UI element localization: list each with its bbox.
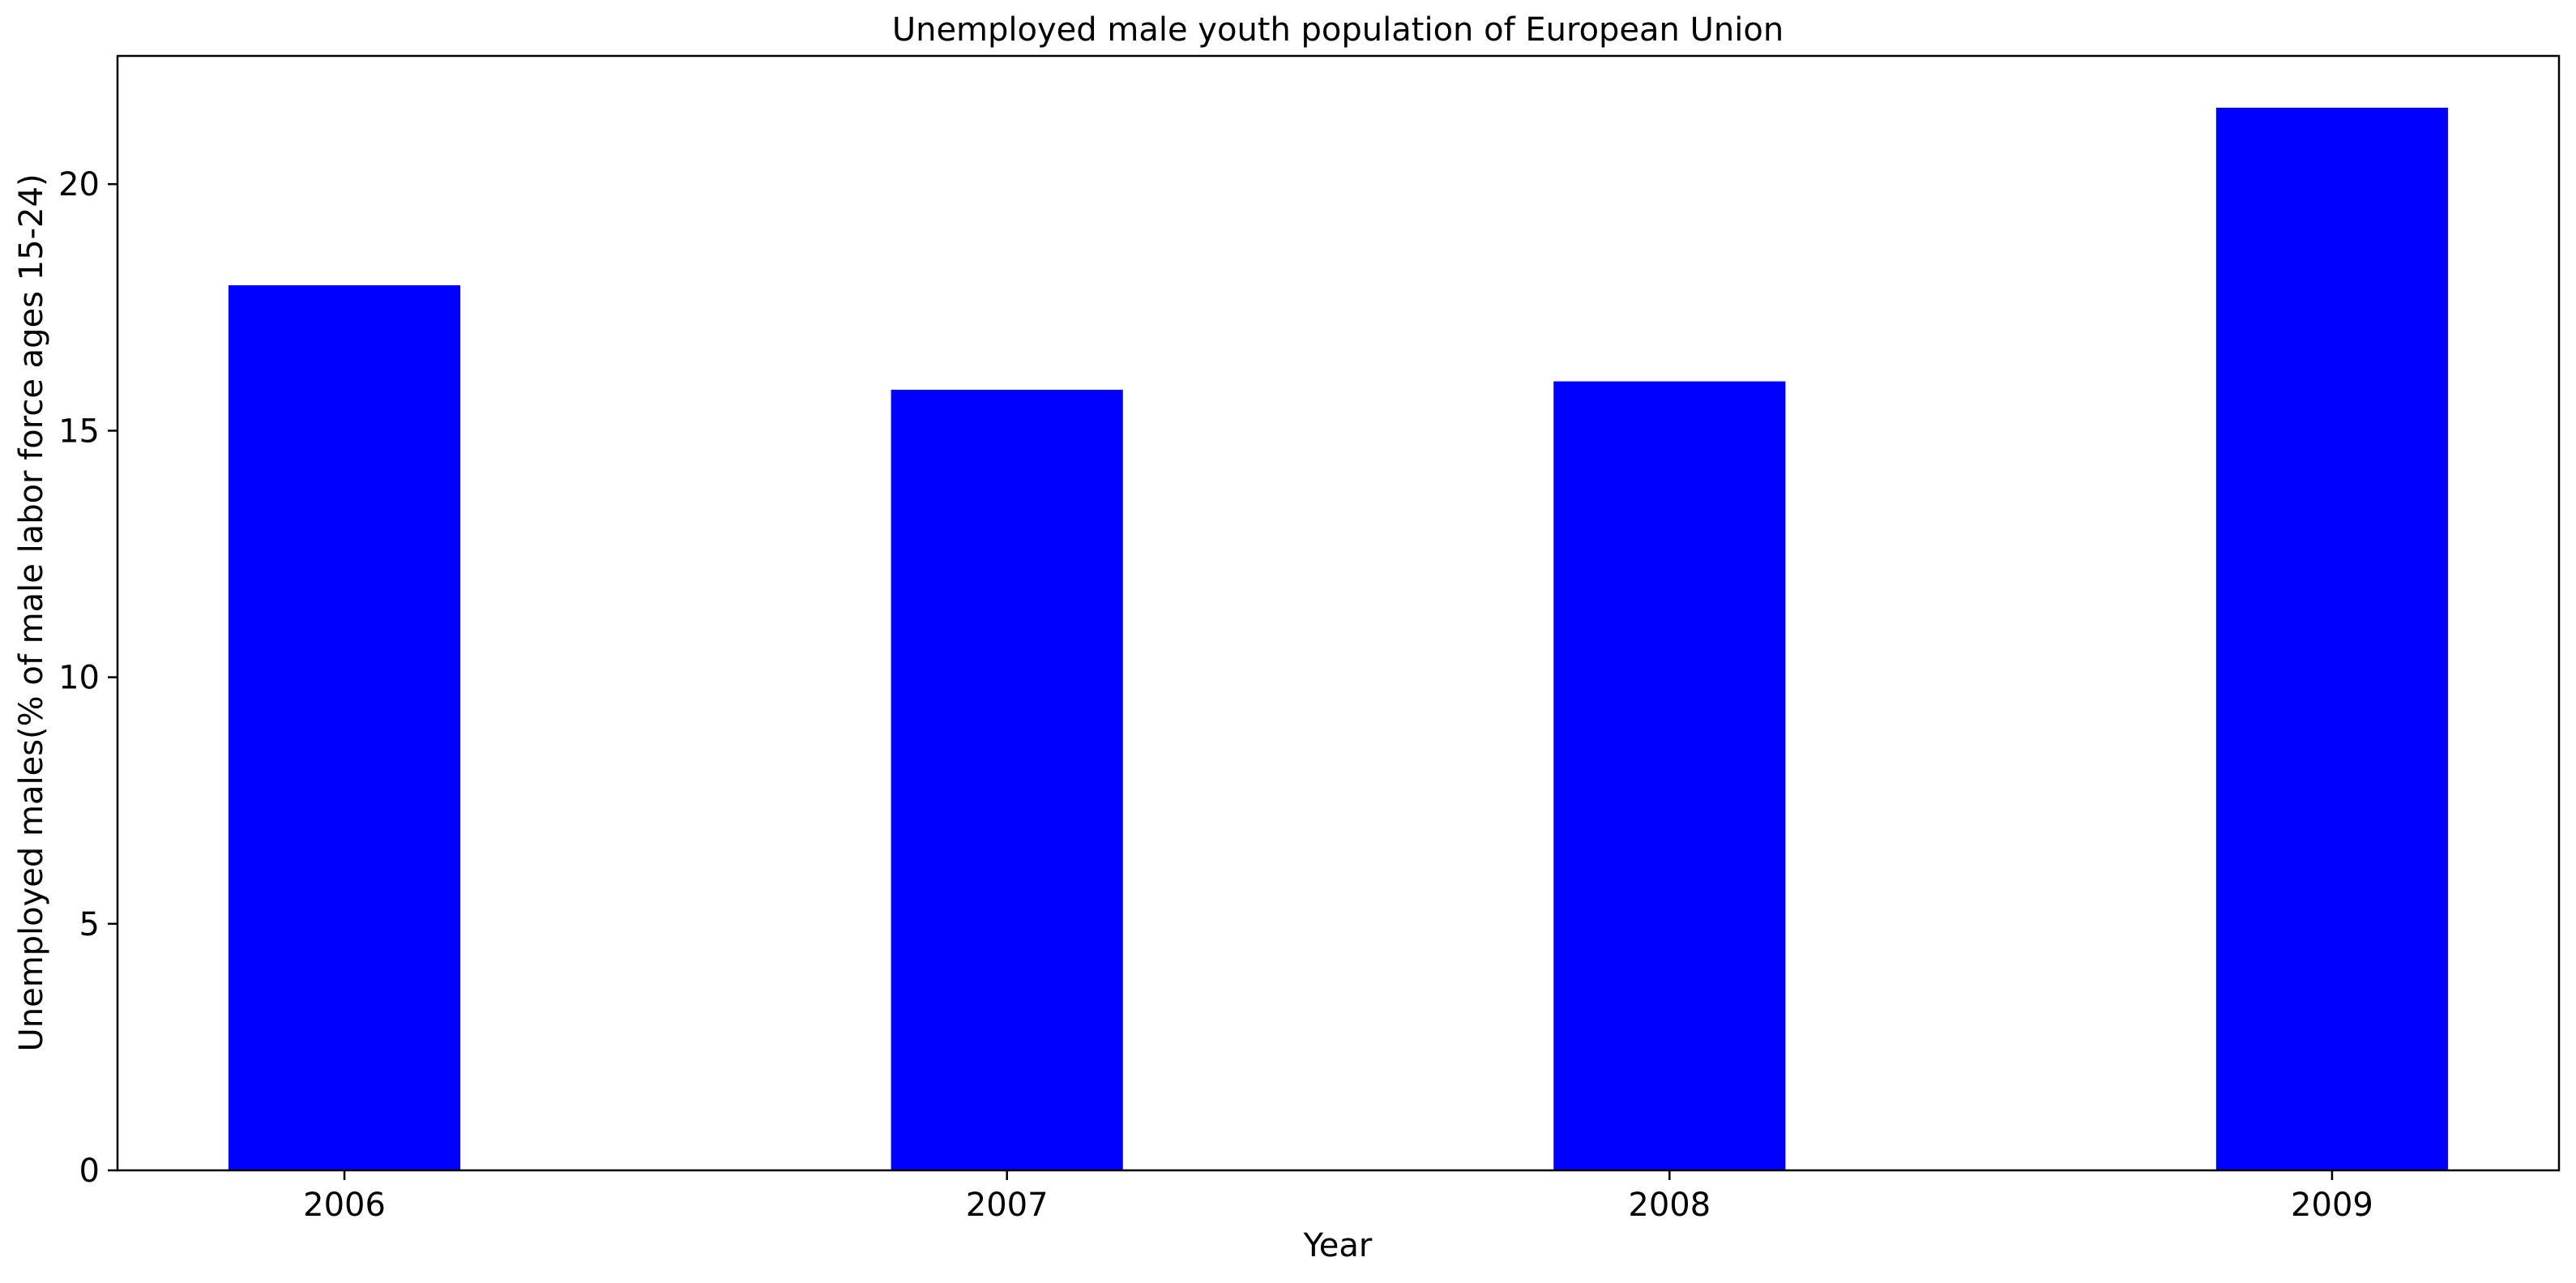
bar-2009 (2215, 107, 2449, 1171)
bar-2006 (228, 284, 461, 1170)
y-axis-label: Unemployed males(% of male labor force a… (13, 173, 50, 1051)
x-tick-label-2007: 2007 (966, 1187, 1049, 1224)
x-tick-label-2006: 2006 (303, 1187, 386, 1224)
chart-title: Unemployed male youth population of Euro… (892, 11, 1784, 49)
y-tick-label: 10 (58, 660, 100, 697)
x-axis: 2006 2007 2008 2009 (303, 1170, 2373, 1224)
x-axis-label: Year (1303, 1227, 1373, 1264)
plot-area (228, 107, 2449, 1171)
plot-frame (116, 54, 2561, 1172)
y-tick-label: 20 (58, 166, 100, 203)
x-tick-label-2009: 2009 (2291, 1187, 2373, 1224)
y-tick-label: 0 (79, 1153, 100, 1190)
y-tick-label: 15 (58, 413, 100, 450)
x-tick-label-2008: 2008 (1628, 1187, 1711, 1224)
bar-2007 (891, 389, 1123, 1170)
y-axis: 0 5 10 15 20 (58, 166, 117, 1190)
y-tick-label: 5 (79, 906, 100, 943)
bar-2008 (1553, 381, 1786, 1170)
